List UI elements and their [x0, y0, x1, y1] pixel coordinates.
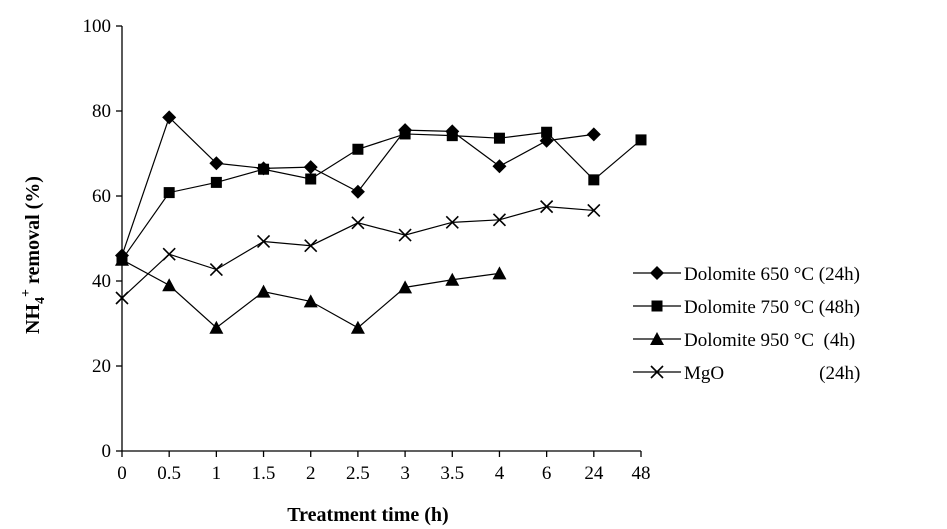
data-point — [162, 278, 177, 292]
data-point — [398, 280, 413, 294]
data-point — [492, 266, 507, 280]
data-point — [350, 320, 365, 334]
data-point — [586, 127, 601, 142]
legend-label: MgO (24h) — [684, 363, 860, 384]
x-tick-label: 48 — [632, 463, 651, 484]
data-point — [588, 174, 600, 186]
y-axis-title-superscript: + — [19, 289, 34, 297]
legend-item: Dolomite 650 °C (24h) — [633, 264, 860, 285]
x-tick-label: 3.5 — [440, 463, 464, 484]
x-tick-label: 24 — [584, 463, 604, 484]
legend-label: Dolomite 650 °C (24h) — [684, 264, 860, 285]
legend-item: Dolomite 950 °C (4h) — [633, 330, 855, 351]
data-point — [303, 160, 318, 175]
data-point — [445, 215, 459, 229]
legend: Dolomite 650 °C (24h) Dolomite 750 °C (48… — [633, 264, 860, 384]
data-point — [540, 200, 554, 214]
legend-marker — [650, 332, 664, 345]
data-point — [258, 163, 270, 175]
plot-series — [115, 110, 647, 334]
series-cross — [115, 200, 601, 305]
data-point — [256, 234, 271, 249]
x-tick-label: 1.5 — [252, 463, 276, 484]
legend-marker — [651, 300, 663, 312]
data-point — [541, 126, 553, 138]
x-tick-label: 1 — [212, 463, 222, 484]
series-line — [121, 259, 500, 329]
x-tick-label: 2 — [306, 463, 316, 484]
data-point — [303, 294, 318, 308]
data-point — [115, 291, 129, 305]
data-point — [209, 320, 224, 334]
x-tick-label: 6 — [542, 463, 552, 484]
series-diamond — [115, 110, 601, 263]
legend-label: Dolomite 950 °C (4h) — [684, 330, 855, 351]
y-tick-label: 0 — [102, 441, 112, 462]
data-point — [398, 228, 412, 242]
data-point — [162, 110, 177, 125]
series-square — [116, 126, 647, 266]
x-tick-label: 0.5 — [157, 463, 181, 484]
data-point — [635, 134, 647, 146]
data-point — [304, 239, 318, 253]
data-point — [352, 143, 364, 155]
x-tick-labels: 0 0.5 1 1.5 2 2.5 3 3.5 4 6 24 48 — [117, 463, 650, 484]
data-point — [115, 252, 129, 266]
data-point — [492, 159, 507, 174]
legend-marker — [650, 365, 664, 379]
x-tick-label: 3 — [400, 463, 410, 484]
legend-label: Dolomite 750 °C (48h) — [684, 297, 860, 318]
data-point — [162, 247, 176, 261]
x-tick-label: 0 — [117, 463, 127, 484]
y-axis-title-suffix: removal (%) — [22, 176, 44, 289]
x-axis-title: Treatment time (h) — [287, 504, 448, 526]
y-axis-title: NH4+ removal (%) — [19, 176, 48, 334]
y-tick-label: 40 — [92, 271, 111, 292]
legend-item: Dolomite 750 °C (48h) — [633, 297, 860, 318]
x-tick-label: 4 — [495, 463, 505, 484]
data-point — [493, 132, 505, 144]
data-point — [351, 216, 365, 230]
y-tick-label: 20 — [92, 356, 111, 377]
y-tick-label: 100 — [83, 16, 112, 37]
y-tick-label: 80 — [92, 101, 111, 122]
data-point — [445, 272, 460, 286]
data-point — [209, 262, 223, 277]
data-point — [492, 213, 507, 227]
data-point — [305, 173, 317, 185]
data-point — [446, 130, 458, 142]
x-tick-label: 2.5 — [346, 463, 370, 484]
axes — [116, 25, 642, 457]
series-line — [121, 206, 594, 299]
data-point — [399, 128, 411, 140]
legend-item: MgO (24h) — [633, 363, 860, 384]
y-tick-labels: 0 20 40 60 80 100 — [83, 16, 112, 462]
series-line — [121, 131, 642, 261]
series-triangle — [115, 252, 507, 334]
data-point — [209, 156, 224, 171]
y-tick-label: 60 — [92, 186, 111, 207]
data-point — [163, 187, 175, 199]
y-axis-title-prefix: NH — [22, 304, 44, 334]
data-point — [350, 184, 365, 199]
data-point — [256, 284, 271, 298]
legend-marker — [650, 266, 664, 280]
data-point — [210, 176, 222, 188]
y-axis-title-subscript: 4 — [33, 297, 48, 304]
data-point — [587, 203, 601, 218]
